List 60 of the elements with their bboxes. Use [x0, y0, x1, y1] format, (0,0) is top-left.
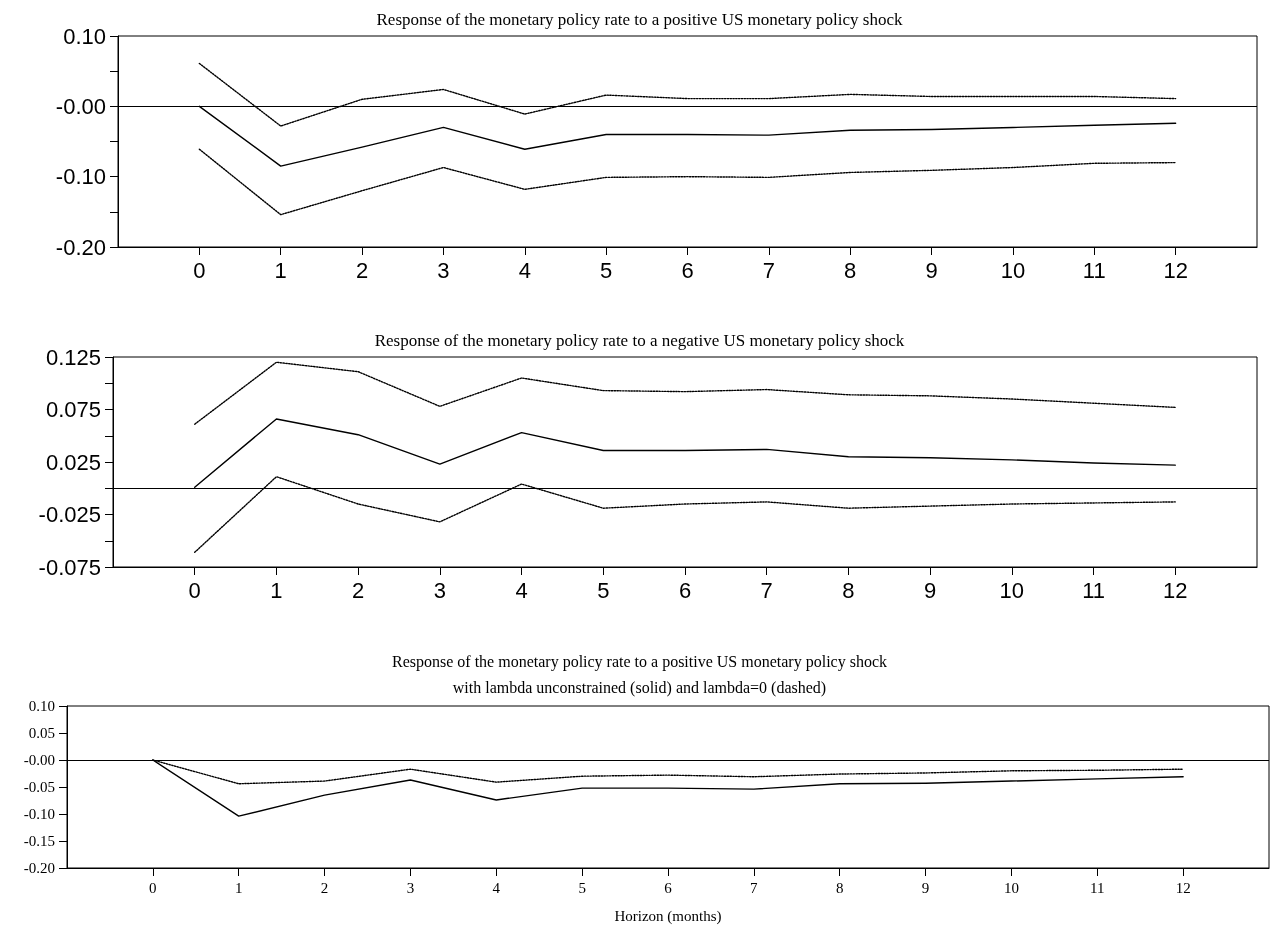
y-tick-label: -0.10 [55, 164, 106, 190]
y-tick-label: -0.00 [23, 752, 55, 768]
x-tick-label: 0 [193, 257, 206, 283]
chart-subtitle: with lambda unconstrained (solid) and lambda=0 (dashed) [452, 678, 827, 697]
chart-title: Response of the monetary policy rate to a negative US monetary policy shock [374, 331, 905, 350]
x-tick-label: 12 [1163, 257, 1188, 283]
x-axis-title: Horizon (months) [614, 907, 722, 925]
x-tick-label: 2 [352, 577, 365, 603]
x-tick-label: 8 [835, 879, 844, 896]
y-tick-label: -0.20 [23, 860, 55, 876]
x-tick-label: 9 [924, 577, 937, 603]
y-tick-label: -0.10 [23, 806, 55, 822]
x-tick-label: 8 [842, 577, 855, 603]
x-tick-label: 10 [1000, 257, 1026, 283]
x-tick-label: 7 [750, 879, 759, 896]
x-tick-label: 6 [678, 577, 692, 603]
chart-title: Response of the monetary policy rate to a positive US monetary policy shock [392, 652, 887, 671]
x-tick-label: 6 [681, 257, 694, 283]
y-tick-label: -0.075 [38, 554, 101, 580]
y-tick-label: -0.05 [23, 779, 55, 795]
x-tick-label: 3 [433, 577, 446, 603]
x-tick-label: 7 [762, 257, 775, 283]
x-tick-label: 3 [406, 879, 415, 896]
x-tick-label: 1 [274, 257, 287, 283]
x-tick-label: 10 [1003, 879, 1019, 896]
chart-title: Response of the monetary policy rate to a positive US monetary policy shock [376, 10, 903, 29]
x-tick-label: 5 [600, 257, 613, 283]
x-tick-label: 10 [999, 577, 1025, 603]
x-tick-label: 9 [925, 257, 938, 283]
y-tick-label: 0.05 [28, 725, 55, 741]
y-tick-label: -0.15 [23, 833, 55, 849]
x-tick-label: 5 [597, 577, 610, 603]
x-tick-label: 1 [234, 879, 243, 896]
x-tick-label: 12 [1175, 879, 1191, 896]
x-tick-label: 5 [578, 879, 586, 896]
y-tick-label: -0.025 [38, 502, 101, 527]
y-tick-label: -0.00 [55, 93, 106, 119]
x-tick-label: 9 [921, 879, 930, 896]
x-tick-label: 4 [515, 577, 528, 603]
x-tick-label: 11 [1090, 879, 1105, 896]
x-tick-label: 11 [1082, 257, 1106, 283]
x-tick-label: 4 [518, 257, 531, 283]
x-tick-label: 12 [1163, 577, 1188, 603]
y-tick-label: 0.125 [45, 344, 101, 370]
x-tick-label: 4 [492, 879, 501, 896]
y-tick-label: 0.10 [63, 23, 106, 49]
x-tick-label: 7 [760, 577, 773, 603]
y-tick-label: 0.075 [45, 397, 101, 422]
x-tick-label: 2 [320, 879, 329, 896]
x-tick-label: 2 [355, 257, 369, 283]
x-tick-label: 8 [844, 257, 857, 283]
x-tick-label: 6 [664, 879, 673, 896]
x-tick-label: 0 [188, 577, 201, 603]
x-tick-label: 11 [1082, 577, 1105, 603]
x-tick-label: 3 [437, 257, 450, 283]
x-tick-label: 0 [149, 879, 157, 896]
x-tick-label: 1 [270, 577, 283, 603]
y-tick-label: -0.20 [55, 234, 106, 260]
y-tick-label: 0.025 [45, 449, 101, 475]
y-tick-label: 0.10 [28, 698, 55, 714]
